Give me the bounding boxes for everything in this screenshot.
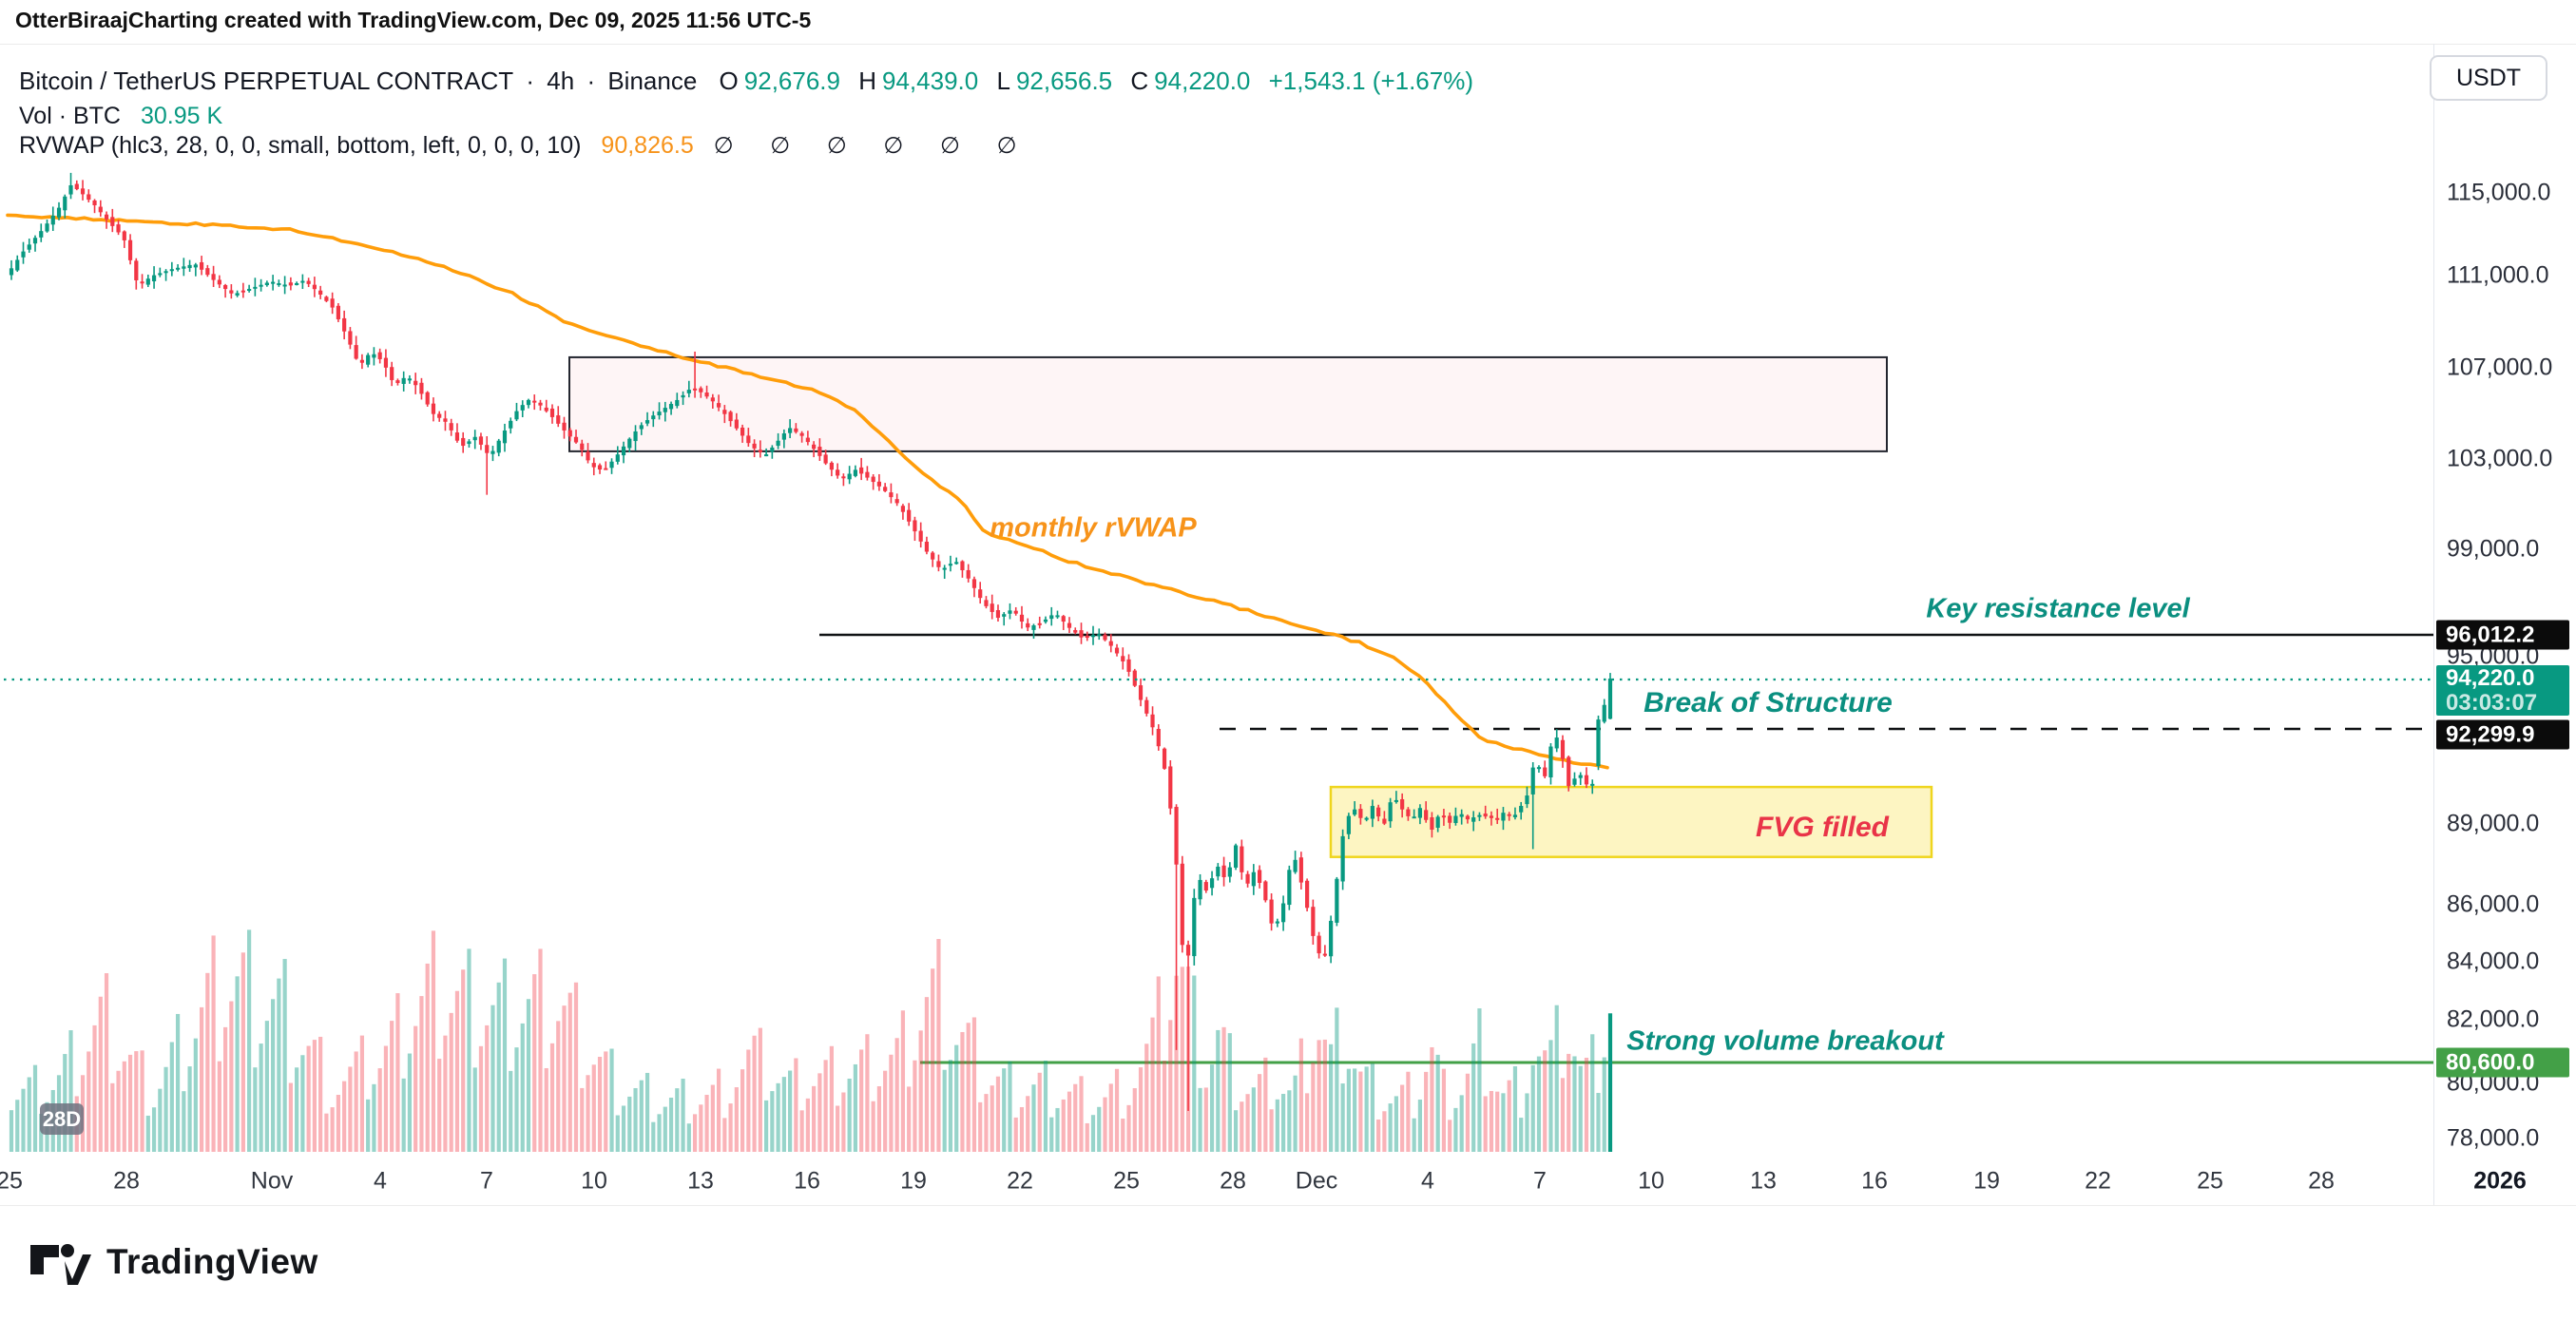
resistance-zone-box[interactable] bbox=[568, 355, 1888, 452]
price-axis-label: 99,000.0 bbox=[2447, 535, 2540, 563]
volume-label: Vol · BTC bbox=[19, 103, 121, 129]
monthly-rvwap-label[interactable]: monthly rVWAP bbox=[990, 512, 1197, 544]
time-axis-label: 16 bbox=[794, 1167, 820, 1195]
attribution-text: OtterBiraajCharting created with Trading… bbox=[15, 8, 812, 32]
open-value: 92,676.9 bbox=[743, 67, 840, 95]
interval-label[interactable]: 4h bbox=[547, 67, 575, 95]
key-resistance-price-tag: 96,012.2 bbox=[2436, 620, 2569, 650]
rvwap-line[interactable] bbox=[6, 213, 1609, 770]
time-axis-label: 13 bbox=[1750, 1167, 1777, 1195]
time-axis-label: 19 bbox=[900, 1167, 927, 1195]
time-axis-label: 4 bbox=[1421, 1167, 1434, 1195]
rvwap-value: 90,826.5 bbox=[601, 132, 694, 159]
high-label: H bbox=[858, 67, 877, 95]
time-axis-label: 10 bbox=[581, 1167, 607, 1195]
price-axis-label: 84,000.0 bbox=[2447, 948, 2540, 975]
price-axis-label: 115,000.0 bbox=[2447, 179, 2551, 206]
current-price-tag: 94,220.0 03:03:07 bbox=[2436, 665, 2569, 716]
exchange-label: Binance bbox=[607, 67, 698, 95]
rvwap-anchor-badge[interactable]: 28D bbox=[40, 1103, 84, 1135]
low-label: L bbox=[996, 67, 1010, 95]
time-axis-label: 4 bbox=[374, 1167, 387, 1195]
bar-countdown: 03:03:07 bbox=[2446, 689, 2538, 716]
time-axis-label: 22 bbox=[1007, 1167, 1033, 1195]
time-axis-label: Nov bbox=[250, 1167, 294, 1195]
current-price-value: 94,220.0 bbox=[2446, 664, 2535, 691]
time-axis-label: 7 bbox=[480, 1167, 493, 1195]
price-axis-label: 78,000.0 bbox=[2447, 1124, 2540, 1152]
time-axis-label: 28 bbox=[113, 1167, 140, 1195]
time-axis-label: 28 bbox=[2308, 1167, 2335, 1195]
time-axis-label: 13 bbox=[687, 1167, 714, 1195]
close-value: 94,220.0 bbox=[1154, 67, 1251, 95]
low-value: 92,656.5 bbox=[1015, 67, 1113, 95]
time-axis-label: Dec bbox=[1295, 1167, 1338, 1195]
change-value: +1,543.1 (+1.67%) bbox=[1268, 67, 1474, 95]
price-axis-label: 89,000.0 bbox=[2447, 810, 2540, 837]
time-axis-label: 25 bbox=[0, 1167, 23, 1195]
price-axis-label: 107,000.0 bbox=[2447, 354, 2553, 381]
key-resistance-label[interactable]: Key resistance level bbox=[1926, 593, 2190, 624]
separator: · bbox=[586, 67, 596, 95]
rvwap-legend[interactable]: RVWAP (hlc3, 28, 0, 0, small, bottom, le… bbox=[19, 132, 1031, 160]
volume-value: 30.95 K bbox=[140, 103, 223, 129]
header-divider bbox=[0, 44, 2576, 45]
tradingview-logo-icon bbox=[25, 1244, 91, 1285]
candlestick-series[interactable] bbox=[9, 172, 1613, 1112]
symbol-header[interactable]: Bitcoin / TetherUS PERPETUAL CONTRACT · … bbox=[19, 67, 1479, 96]
currency-toggle-button[interactable]: USDT bbox=[2430, 55, 2547, 101]
volume-series[interactable] bbox=[9, 929, 1613, 1152]
price-axis-label: 103,000.0 bbox=[2447, 445, 2553, 472]
time-axis-label: 2026 bbox=[2473, 1167, 2527, 1195]
price-axis-label: 111,000.0 bbox=[2447, 261, 2549, 289]
close-label: C bbox=[1130, 67, 1149, 95]
time-axis-label: 25 bbox=[2197, 1167, 2223, 1195]
candlestick-chart-canvas[interactable] bbox=[0, 44, 2576, 1205]
volume-breakout-label[interactable]: Strong volume breakout bbox=[1626, 1025, 1944, 1057]
price-axis-label: 82,000.0 bbox=[2447, 1005, 2540, 1033]
price-axis-label: 86,000.0 bbox=[2447, 890, 2540, 918]
symbol-name[interactable]: Bitcoin / TetherUS PERPETUAL CONTRACT bbox=[19, 67, 514, 95]
volume-legend[interactable]: Vol · BTC 30.95 K bbox=[19, 103, 222, 130]
bos-price-tag: 92,299.9 bbox=[2436, 719, 2569, 750]
time-axis-label: 25 bbox=[1113, 1167, 1140, 1195]
time-axis-label: 19 bbox=[1973, 1167, 2000, 1195]
fvg-filled-label[interactable]: FVG filled bbox=[1755, 812, 1890, 843]
time-axis-label: 28 bbox=[1220, 1167, 1246, 1195]
time-axis-label: 16 bbox=[1861, 1167, 1888, 1195]
price-axis-divider bbox=[2433, 44, 2434, 1205]
separator: · bbox=[526, 67, 535, 95]
high-value: 94,439.0 bbox=[882, 67, 979, 95]
time-axis-label: 10 bbox=[1638, 1167, 1664, 1195]
time-axis-divider bbox=[0, 1205, 2576, 1206]
tradingview-logo[interactable]: TradingView bbox=[23, 1239, 318, 1285]
open-label: O bbox=[719, 67, 739, 95]
time-axis-label: 22 bbox=[2085, 1167, 2111, 1195]
volume-breakout-price-tag: 80,600.0 bbox=[2436, 1047, 2569, 1078]
rvwap-settings-label[interactable]: RVWAP (hlc3, 28, 0, 0, small, bottom, le… bbox=[19, 132, 582, 159]
break-of-structure-label[interactable]: Break of Structure bbox=[1644, 687, 1893, 718]
tradingview-logo-text: TradingView bbox=[106, 1242, 318, 1281]
rvwap-empty-slots: ∅ ∅ ∅ ∅ ∅ ∅ bbox=[713, 133, 1032, 159]
time-axis-label: 7 bbox=[1533, 1167, 1547, 1195]
